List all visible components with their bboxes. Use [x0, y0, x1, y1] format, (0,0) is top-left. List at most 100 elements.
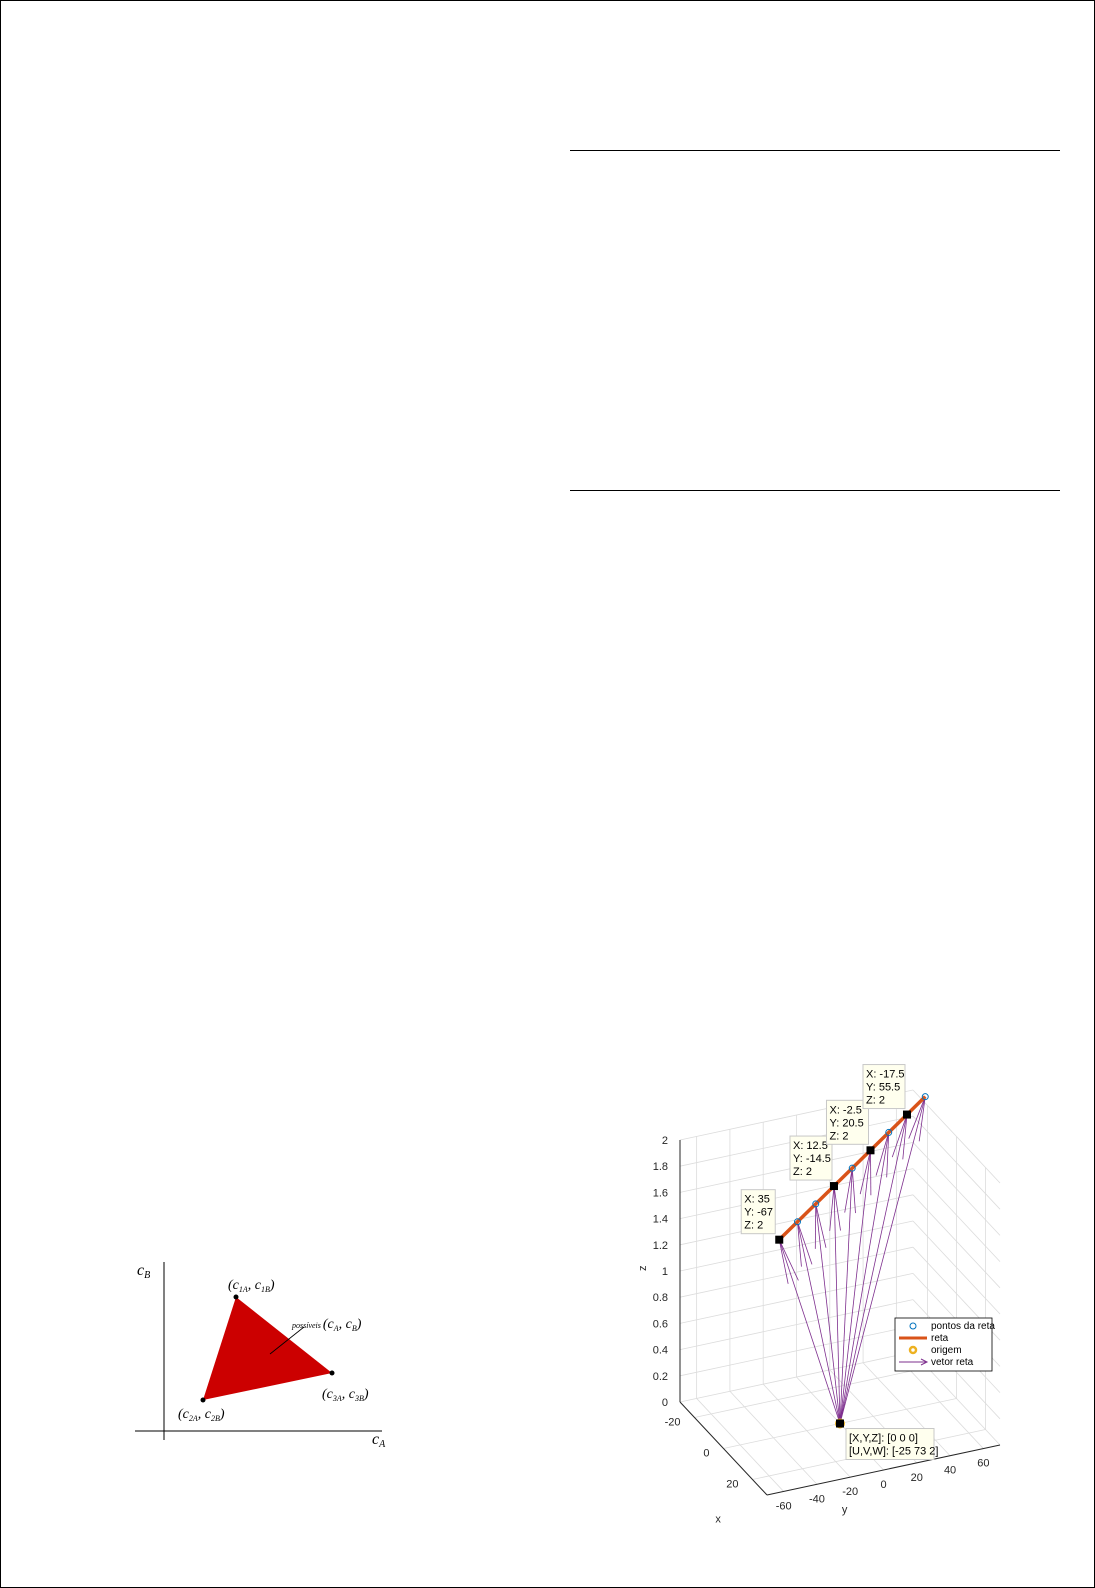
x-tick-label: 0	[703, 1448, 709, 1460]
vector-line	[833, 1186, 841, 1424]
vector-arrowhead	[844, 1168, 853, 1213]
datatip-box	[740, 1189, 776, 1235]
z-tick-label: 0.6	[653, 1318, 668, 1330]
line-point[interactable]	[885, 1128, 893, 1136]
axes: 0 0.2 0.4 0.6 0.8 1 1.2 1.4 1.6 1.8 2 -20 0 20 -60 -40 -…	[637, 1135, 1001, 1526]
gridline	[729, 1391, 818, 1485]
legend-entry-line: reta	[931, 1333, 949, 1344]
vector-arrowhead	[891, 1114, 908, 1158]
vertex-2-label: (c2A, c2B)	[178, 1407, 225, 1423]
gridline	[912, 1115, 1001, 1210]
horizontal-rule-bottom	[570, 490, 1060, 491]
vector-arrowhead	[778, 1239, 789, 1284]
vector-arrowhead	[829, 1186, 835, 1231]
z-tick-label: 0.8	[653, 1292, 668, 1304]
gridline	[679, 1220, 914, 1272]
gridline	[912, 1142, 1001, 1236]
line-point[interactable]	[848, 1164, 856, 1172]
legend-entry-points: pontos da reta	[931, 1321, 995, 1332]
x-axis-label: x	[715, 1514, 721, 1526]
datatip-marker[interactable]	[775, 1235, 784, 1244]
horizontal-rule-top	[570, 150, 1060, 151]
vector-line	[778, 1239, 841, 1424]
y-axis-label: cB	[137, 1262, 150, 1281]
datatips: X: 35Y: -67Z: 2X: 12.5Y: -14.5Z: 2X: -2.…	[740, 1064, 938, 1460]
line-point[interactable]	[921, 1093, 929, 1101]
vector-line	[815, 1203, 841, 1424]
gridline	[912, 1220, 1001, 1315]
datatip-text: Y: 20.5	[829, 1117, 863, 1129]
datatip-text: Z: 2	[744, 1220, 763, 1232]
x-tick-label: 20	[726, 1479, 738, 1491]
line-point[interactable]	[793, 1218, 801, 1226]
datatip-text: Y: -67	[744, 1207, 773, 1219]
gridline	[912, 1089, 1001, 1184]
datatip-text: Z: 2	[866, 1095, 885, 1107]
z-tick-label: 1.4	[653, 1214, 668, 1226]
z-tick-label: 1.6	[653, 1187, 668, 1199]
datatip-marker[interactable]	[866, 1146, 875, 1155]
vector-arrowhead	[797, 1221, 813, 1265]
legend: pontos da reta reta origem vetor reta	[894, 1317, 995, 1372]
x-axis	[679, 1401, 768, 1496]
z-tick-label: 1.2	[653, 1240, 668, 1252]
z-tick-label: 0.4	[653, 1345, 668, 1357]
gridline	[679, 1194, 914, 1246]
x-axis-label: cA	[372, 1431, 386, 1450]
datatip-marker[interactable]	[836, 1419, 844, 1428]
legend-entry-vector: vetor reta	[931, 1357, 974, 1368]
gridline	[912, 1168, 1001, 1262]
gridline	[912, 1194, 1001, 1289]
datatip-box	[789, 1135, 833, 1181]
y-tick-label: -40	[809, 1493, 825, 1505]
vector-arrowhead	[851, 1168, 856, 1214]
y-tick-label: 20	[911, 1472, 923, 1484]
gridline	[679, 1299, 914, 1350]
datatip-box	[845, 1428, 935, 1460]
legend-arrowhead-icon	[920, 1358, 929, 1366]
y-axis	[766, 1444, 1001, 1496]
region-label: possíveis (cA, cB)	[291, 1317, 362, 1333]
vertex-3-label: (c3A, c3B)	[322, 1387, 369, 1403]
vertex-3	[329, 1370, 335, 1376]
line-reta	[778, 1095, 927, 1241]
vector-arrowhead	[778, 1239, 799, 1281]
datatip-text: Y: -14.5	[793, 1153, 831, 1165]
grid	[679, 1089, 1001, 1492]
vector-arrowhead	[797, 1221, 802, 1267]
datatip-text: [X,Y,Z]: [0 0 0]	[849, 1433, 918, 1445]
vector-line	[797, 1221, 841, 1424]
line-point[interactable]	[812, 1200, 820, 1208]
y-tick-label: 60	[977, 1458, 989, 1470]
vector-line	[839, 1168, 853, 1424]
vertex-1-label: (c1A, c1B)	[228, 1278, 275, 1294]
gridline	[696, 1398, 784, 1492]
gridline	[862, 1362, 951, 1456]
z-tick-label: 0	[662, 1397, 668, 1409]
vector-arrowhead	[902, 1114, 908, 1160]
gridline	[679, 1168, 914, 1219]
gridline	[762, 1383, 851, 1478]
region-pointer	[269, 1326, 305, 1355]
vertex-1	[233, 1294, 239, 1300]
datatip-text: X: -2.5	[829, 1104, 861, 1116]
datatip-marker[interactable]	[829, 1182, 838, 1191]
vector-arrowhead	[908, 1096, 926, 1139]
vectors	[778, 1096, 926, 1424]
vector-arrowhead	[815, 1203, 827, 1248]
z-tick-label: 2	[662, 1135, 668, 1147]
gridline	[679, 1246, 914, 1298]
vector-arrowhead	[833, 1185, 841, 1231]
y-tick-label: 40	[944, 1465, 956, 1477]
vector-arrowhead	[875, 1132, 890, 1176]
x-tick-label: -20	[665, 1417, 681, 1429]
gridline	[679, 1325, 914, 1377]
vector-arrowhead	[886, 1132, 890, 1178]
vector-line	[839, 1150, 871, 1424]
vector-arrowhead	[918, 1096, 926, 1142]
vector-line	[839, 1132, 890, 1424]
datatip-text: X: 35	[744, 1194, 770, 1206]
datatip-marker[interactable]	[902, 1110, 911, 1119]
z-axis-label: z	[637, 1266, 649, 1272]
